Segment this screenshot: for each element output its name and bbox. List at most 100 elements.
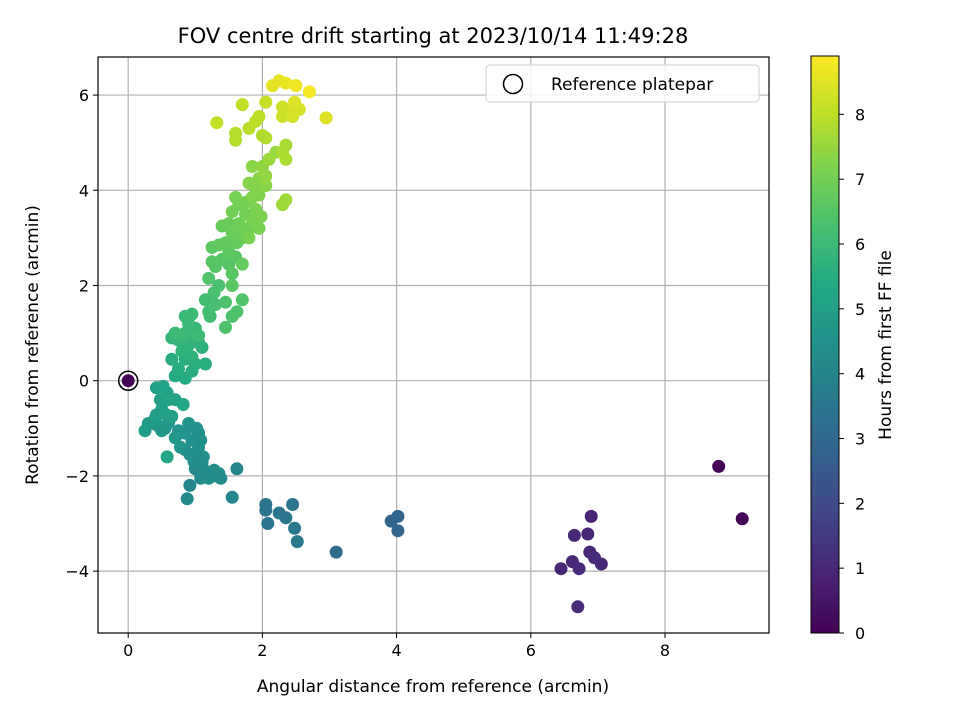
x-tick-label: 4 (392, 641, 402, 660)
data-point (319, 111, 333, 125)
colorbar-ticks: 0 1 2 3 4 5 6 7 8 (839, 105, 865, 643)
legend-box (485, 64, 760, 103)
data-point (198, 357, 212, 371)
data-point (232, 217, 246, 231)
data-point (230, 305, 244, 319)
data-point (174, 440, 187, 454)
reference-marker (117, 370, 139, 391)
data-point (261, 517, 275, 530)
data-point (594, 557, 608, 571)
y-tick-label: 6 (79, 86, 89, 105)
data-point (279, 152, 293, 166)
data-point (259, 169, 273, 183)
y-tick-label: −4 (65, 562, 89, 581)
colorbar-tick-label: 7 (855, 170, 865, 189)
x-tick-label: 6 (526, 641, 536, 660)
data-point (279, 511, 293, 525)
data-point (290, 535, 304, 549)
data-point (242, 231, 256, 245)
colorbar-tick-label: 4 (855, 365, 865, 384)
data-point (168, 431, 182, 445)
y-axis-ticks: −4 −2 0 2 4 6 (65, 86, 98, 581)
data-point (165, 409, 179, 423)
y-tick-label: 0 (79, 372, 89, 391)
y-tick-label: 4 (79, 181, 89, 200)
data-points (121, 74, 749, 614)
data-point (202, 471, 216, 485)
colorbar (810, 55, 840, 634)
data-point (208, 298, 222, 311)
data-point (180, 492, 194, 506)
data-point (229, 133, 243, 147)
data-point (172, 362, 185, 376)
data-point (203, 309, 217, 323)
data-point (567, 528, 581, 542)
data-point (279, 76, 293, 90)
data-point (252, 110, 266, 123)
data-point (196, 450, 210, 464)
data-point (212, 279, 226, 292)
data-point (160, 450, 174, 464)
data-point (192, 329, 206, 342)
data-point (121, 374, 135, 388)
data-point (572, 562, 586, 576)
data-point (276, 110, 289, 123)
data-point (288, 95, 302, 109)
legend-marker (502, 73, 524, 95)
y-tick-label: 2 (79, 276, 89, 295)
data-point (175, 344, 189, 358)
data-point (254, 210, 268, 223)
data-point (302, 85, 316, 99)
data-point (581, 527, 595, 541)
data-point (235, 257, 249, 271)
data-point (225, 490, 239, 504)
data-point (259, 95, 273, 109)
data-point (229, 190, 243, 204)
data-point (235, 98, 249, 112)
colorbar-tick-label: 1 (855, 559, 865, 578)
data-point (168, 326, 182, 340)
data-point (286, 498, 300, 511)
data-point (288, 521, 302, 535)
x-tick-label: 8 (660, 641, 670, 660)
data-point (205, 255, 219, 269)
chart-title: FOV centre drift starting at 2023/10/14 … (178, 24, 689, 48)
data-point (259, 503, 273, 517)
data-point (183, 478, 197, 492)
data-point (262, 152, 276, 166)
data-point (185, 350, 199, 364)
x-axis-ticks: 0 2 4 6 8 (123, 633, 670, 660)
y-axis-label: Rotation from reference (arcmin) (23, 205, 43, 485)
legend-entry-reference: Reference platepar (551, 75, 713, 95)
data-point (198, 293, 212, 307)
data-point (219, 320, 232, 334)
y-tick-label: −2 (65, 467, 89, 486)
data-point (255, 129, 269, 142)
data-point (571, 600, 585, 614)
data-point (259, 179, 273, 192)
colorbar-tick-label: 2 (855, 494, 865, 513)
x-tick-label: 0 (123, 641, 133, 660)
data-point (138, 424, 152, 438)
data-point (235, 293, 249, 307)
colorbar-tick-label: 5 (855, 300, 865, 319)
data-point (210, 116, 224, 130)
data-point (230, 462, 244, 476)
data-point (329, 545, 343, 559)
colorbar-label: Hours from first FF file (876, 250, 896, 440)
data-point (279, 193, 293, 207)
data-point (225, 267, 239, 281)
data-point (185, 307, 199, 321)
colorbar-tick-label: 0 (855, 624, 865, 643)
data-point (202, 271, 216, 285)
data-point (245, 160, 259, 173)
data-point (276, 100, 289, 114)
plot-frame (97, 56, 770, 634)
data-point (219, 236, 232, 250)
data-point (176, 398, 190, 411)
data-point (584, 509, 598, 523)
data-point (165, 352, 179, 366)
colorbar-tick-label: 3 (855, 430, 865, 449)
x-axis-label: Angular distance from reference (arcmin) (257, 677, 609, 697)
legend: Reference platepar (485, 64, 760, 103)
